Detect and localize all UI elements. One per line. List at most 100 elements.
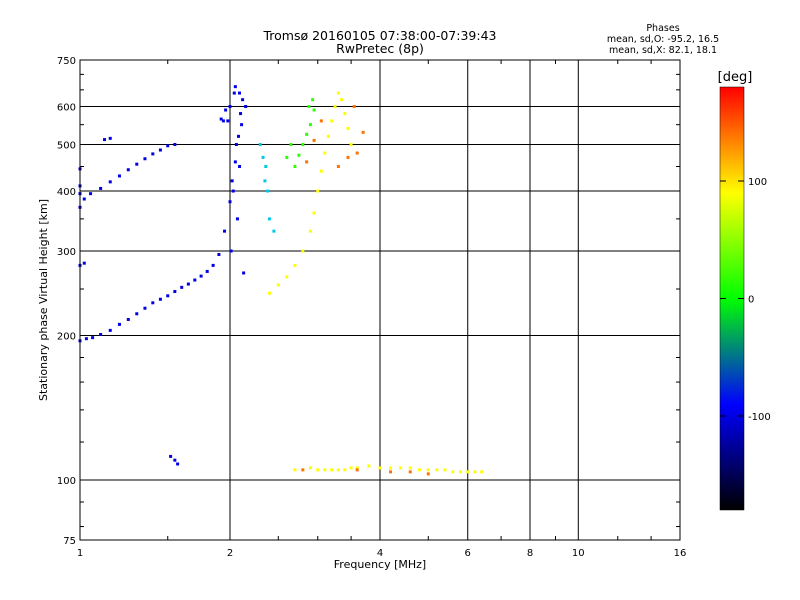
echo-point (103, 138, 107, 142)
y-tick-label: 600 (57, 103, 76, 114)
echo-point (466, 470, 470, 474)
echo-point (135, 312, 139, 316)
x-tick-label: 4 (377, 548, 383, 559)
echo-point (319, 169, 323, 173)
echo-point (305, 160, 309, 164)
echo-point (355, 466, 359, 470)
colorbar-tick-label: 100 (748, 177, 767, 188)
y-tick-label: 400 (57, 187, 76, 198)
echo-point (301, 468, 305, 472)
echo-point (233, 160, 237, 164)
echo-point (340, 98, 344, 102)
echo-point (311, 98, 315, 102)
echo-point (285, 275, 289, 279)
echo-point (166, 294, 170, 298)
echo-point (312, 211, 316, 215)
echo-point (226, 119, 230, 123)
echo-point (229, 249, 233, 253)
echo-point (244, 105, 248, 109)
echo-point (238, 91, 242, 95)
echo-point (232, 91, 236, 95)
echo-point (316, 189, 320, 193)
echo-point (205, 269, 209, 273)
echo-point (316, 468, 320, 472)
echo-point (323, 468, 327, 472)
echo-point (305, 132, 309, 136)
echo-point (126, 168, 130, 172)
x-tick-label: 10 (572, 548, 585, 559)
echo-point (151, 301, 155, 305)
echo-point (221, 119, 225, 123)
y-tick-label: 75 (63, 536, 76, 547)
echo-point (176, 462, 180, 466)
echo-point (224, 108, 228, 112)
echo-point (443, 468, 447, 472)
echo-point (108, 180, 112, 184)
echo-point (389, 466, 393, 470)
echo-point (458, 470, 462, 474)
echo-point (451, 470, 455, 474)
echo-point (352, 105, 356, 109)
y-tick-label: 200 (57, 332, 76, 343)
data-points (78, 85, 484, 476)
echo-point (289, 143, 293, 147)
echo-point (126, 317, 130, 321)
colorbar-tick-label: -100 (748, 412, 771, 423)
echo-point (266, 189, 270, 193)
x-axis-ticks: 1 2 4 6 8 10 16 (77, 60, 686, 559)
echo-point (219, 117, 223, 121)
phases-stats-x: mean, sd,X: 82.1, 18.1 (608, 45, 718, 56)
echo-point (426, 472, 430, 476)
x-tick-label: 8 (527, 548, 533, 559)
echo-point (267, 217, 271, 221)
y-tick-label: 100 (57, 476, 76, 487)
echo-point (166, 144, 170, 148)
echo-point (346, 126, 350, 130)
echo-point (82, 197, 86, 201)
echo-point (285, 155, 289, 159)
colorbar-tick-label: 0 (748, 295, 754, 306)
chart-title: Tromsø 20160105 07:38:00-07:39:43 (263, 28, 497, 43)
y-tick-label: 750 (57, 56, 76, 67)
colorbar-ticks: 100 0 -100 (720, 177, 771, 423)
echo-point (193, 278, 197, 282)
echo-point (108, 136, 112, 140)
echo-point (293, 263, 297, 267)
phases-stats-title: Phases (646, 23, 680, 34)
chart-subtitle: RwPretec (8p) (336, 41, 424, 56)
echo-point (173, 290, 177, 294)
echo-point (241, 98, 245, 102)
echo-point (323, 151, 327, 155)
echo-point (117, 322, 121, 326)
echo-point (89, 192, 93, 196)
echo-point (307, 105, 311, 109)
echo-point (240, 123, 244, 127)
echo-point (480, 470, 484, 474)
echo-point (82, 261, 86, 265)
echo-point (399, 466, 403, 470)
echo-point (236, 134, 240, 138)
echo-point (173, 143, 177, 147)
echo-point (417, 468, 421, 472)
echo-point (408, 466, 412, 470)
echo-point (99, 186, 103, 190)
echo-point (169, 454, 173, 458)
echo-point (217, 253, 221, 257)
echo-point (143, 306, 147, 310)
echo-point (228, 200, 232, 204)
echo-point (336, 91, 340, 95)
echo-point (263, 179, 267, 183)
echo-point (308, 466, 312, 470)
y-axis-label: Stationary phase Virtual Height [km] (37, 199, 50, 401)
echo-point (186, 282, 190, 286)
echo-point (258, 143, 262, 147)
echo-point (326, 134, 330, 138)
echo-point (346, 155, 350, 159)
y-tick-label: 300 (57, 247, 76, 258)
echo-point (349, 143, 353, 147)
echo-point (99, 332, 103, 336)
echo-point (199, 274, 203, 278)
echo-point (312, 108, 316, 112)
echo-point (135, 162, 139, 166)
